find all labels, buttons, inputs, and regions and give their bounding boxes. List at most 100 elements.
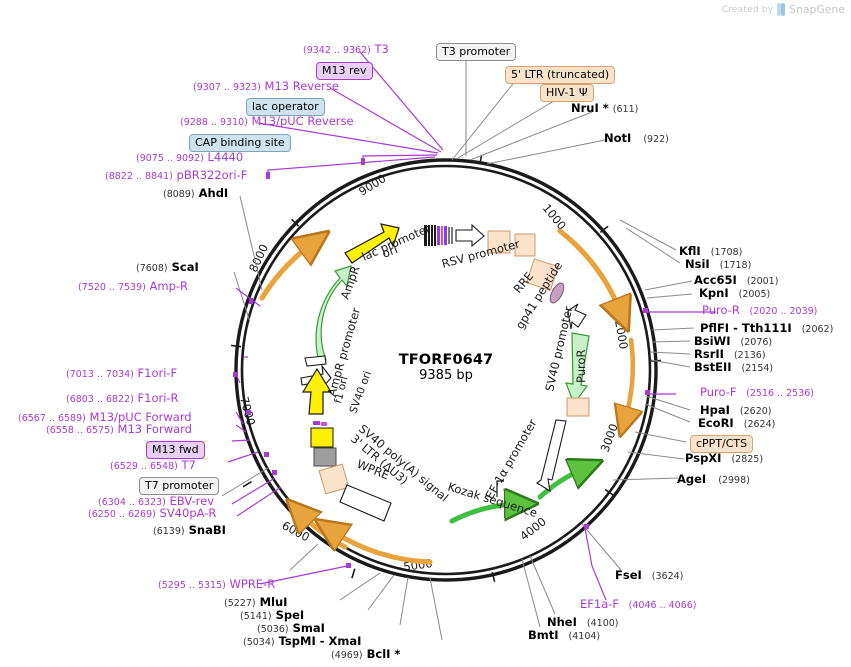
primer-label-amp-r[interactable]: (7520 .. 7539) Amp-R (78, 280, 188, 293)
enzyme-position: (922) (643, 134, 669, 145)
plasmid-backbone-circle (234, 158, 658, 582)
enzyme-label-smai[interactable]: (5036) SmaI (257, 622, 325, 635)
badge-t7-promoter[interactable]: T7 promoter (139, 476, 220, 495)
enzyme-label-spei[interactable]: (5141) SpeI (240, 609, 304, 622)
feature-sv40-promoter[interactable] (567, 303, 587, 330)
feature-f1-ori[interactable] (301, 367, 333, 415)
primer-label-wpre-r[interactable]: (5295 .. 5315) WPRE-R (158, 578, 275, 591)
primer-label-puro-r[interactable]: Puro-R (2020 .. 2039) (702, 304, 817, 317)
enzyme-label-rsrii[interactable]: RsrII (2136) (694, 348, 766, 361)
primer-label-ef1a-f[interactable]: EF1a-F (4046 .. 4066) (580, 598, 697, 611)
enzyme-position: (3624) (651, 571, 684, 582)
primer-label-f1ori-f[interactable]: (7013 .. 7034) F1ori-F (66, 367, 177, 380)
feature-ori[interactable] (344, 223, 400, 264)
primer-label-t3[interactable]: (9342 .. 9362) T3 (303, 43, 389, 56)
primer-name: M13/pUC Reverse (251, 114, 354, 128)
badge-5-ltr-truncated[interactable]: 5' LTR (truncated) (505, 65, 616, 84)
primer-label-m13-puc-reverse[interactable]: (9288 .. 9310) M13/pUC Reverse (180, 115, 354, 128)
feature-sv40-ori[interactable] (310, 421, 334, 448)
enzyme-name: KflI (679, 244, 701, 258)
primer-name: pBR322ori-F (176, 168, 248, 182)
primer-range: (2516 .. 2536) (746, 388, 815, 399)
primer-range: (6558 .. 6575) (46, 425, 114, 436)
enzyme-name: SnaBI (188, 523, 226, 537)
primer-label-sv40pa-r[interactable]: (6250 .. 6269) SV40pA-R (88, 507, 216, 520)
primer-name: L4440 (207, 150, 244, 164)
primer-name: M13 Reverse (264, 79, 339, 93)
primer-label-m13-reverse[interactable]: (9307 .. 9323) M13 Reverse (193, 80, 339, 93)
enzyme-label-bmti[interactable]: BmtI (4104) (528, 629, 600, 642)
feature-gp41-peptide[interactable] (547, 281, 566, 305)
feature-rsv-promoter[interactable] (487, 230, 536, 257)
enzyme-label-ecori[interactable]: EcoRI (2624) (698, 417, 775, 430)
primer-label-m13-puc-forward[interactable]: (6567 .. 6589) M13/pUC Forward (18, 411, 192, 424)
primer-name: F1ori-R (137, 391, 179, 405)
enzyme-label-tspmi-xmai[interactable]: (5034) TspMI - XmaI (243, 635, 361, 648)
enzyme-label-pspxi[interactable]: PspXI (2825) (685, 452, 763, 465)
badge-cppt-cts[interactable]: cPPT/CTS (690, 434, 754, 453)
primer-label-m13-forward[interactable]: (6558 .. 6575) M13 Forward (46, 423, 192, 436)
badge-hiv1-psi[interactable]: HIV-1 Ψ (540, 83, 594, 102)
primer-label-f1ori-r[interactable]: (6803 .. 6822) F1ori-R (66, 392, 179, 405)
feature-sv40-polya-signal[interactable] (313, 447, 337, 467)
enzyme-label-bcli[interactable]: (4969) BclI * (331, 648, 400, 661)
enzyme-label-noti[interactable]: NotI (922) (604, 132, 669, 145)
badge-m13-fwd[interactable]: M13 fwd (146, 440, 205, 459)
badge-m13-rev[interactable]: M13 rev (316, 61, 373, 80)
enzyme-label-acc65i[interactable]: Acc65I (2001) (694, 274, 778, 287)
feature-cppt-box[interactable] (566, 397, 590, 417)
enzyme-label-agei[interactable]: AgeI (2998) (677, 473, 750, 486)
primer-label-ebv-rev[interactable]: (6304 .. 6323) EBV-rev (98, 495, 214, 508)
primer-label-t7[interactable]: (6529 .. 6548) T7 (110, 459, 196, 472)
enzyme-label-scai[interactable]: (7608) ScaI (136, 261, 199, 274)
enzyme-label-fsei[interactable]: FseI (3624) (615, 569, 683, 582)
primer-leader-lines (227, 51, 716, 601)
enzyme-position: (2005) (738, 289, 771, 300)
feature-label-sv40-promoter: SV40 promoter (542, 305, 575, 393)
primer-range: (6529 .. 6548) (110, 461, 178, 472)
enzyme-label-snabi[interactable]: (6139) SnaBI (153, 524, 226, 537)
enzyme-label-kpni[interactable]: KpnI (2005) (699, 287, 770, 300)
enzyme-label-nrui[interactable]: NruI * (611) (571, 102, 638, 115)
enzyme-label-hpai[interactable]: HpaI (2620) (700, 404, 772, 417)
enzyme-label-pflfi-tth111i[interactable]: PflFI - Tth111I (2062) (700, 322, 833, 335)
primer-label-puro-f[interactable]: Puro-F (2516 .. 2536) (700, 386, 814, 399)
enzyme-name: HpaI (700, 403, 730, 417)
primer-range: (6250 .. 6269) (88, 509, 156, 520)
feature-kozak-sequence[interactable] (496, 480, 504, 497)
enzyme-label-ahdi[interactable]: (8089) AhdI (163, 187, 228, 200)
enzyme-position: (8089) (163, 189, 195, 200)
enzyme-name: TspMI - XmaI (278, 634, 362, 648)
feature-puror[interactable] (565, 332, 590, 406)
primer-range: (6567 .. 6589) (18, 413, 86, 424)
feature-label-ori: ori (380, 242, 400, 261)
primer-label-l4440[interactable]: (9075 .. 9092) L4440 (136, 151, 243, 164)
primer-name: EF1a-F (580, 597, 620, 611)
enzyme-label-mlui[interactable]: (5227) MluI (224, 596, 287, 609)
feature-ef1a-promoter[interactable] (536, 419, 567, 493)
primer-name: T3 (374, 42, 389, 56)
enzyme-label-kfli[interactable]: KflI (1708) (679, 245, 742, 258)
enzyme-label-nsii[interactable]: NsiI (1718) (685, 258, 751, 271)
badge-t3-promoter[interactable]: T3 promoter (436, 42, 517, 61)
badge-cap-binding-site[interactable]: CAP binding site (189, 133, 291, 152)
direction-arcs (259, 228, 633, 565)
feature-wpre[interactable] (339, 484, 392, 522)
feature-3-ltr[interactable] (318, 463, 350, 495)
enzyme-label-nhei[interactable]: NheI (4100) (547, 616, 619, 629)
enzyme-label-bsteii[interactable]: BstEII (2154) (694, 361, 773, 374)
feature-mcs-block[interactable] (424, 225, 453, 246)
feature-rre-box[interactable] (525, 258, 559, 292)
badge-lac-operator[interactable]: lac operator (246, 97, 325, 116)
snapgene-logo-icon (777, 3, 786, 16)
primer-name: M13 Forward (117, 422, 192, 436)
enzyme-position: (611) (612, 104, 639, 115)
enzyme-label-bsiwi[interactable]: BsiWI (2076) (694, 335, 772, 348)
enzyme-name: NruI * (571, 101, 609, 115)
primer-label-pbr322ori-f[interactable]: (8822 .. 8841) pBR322ori-F (105, 169, 247, 182)
enzyme-name: BclI * (366, 647, 401, 661)
feature-lac-promoter[interactable] (455, 223, 485, 248)
feature-ampr[interactable] (315, 265, 352, 363)
enzyme-name: MluI (259, 595, 288, 609)
